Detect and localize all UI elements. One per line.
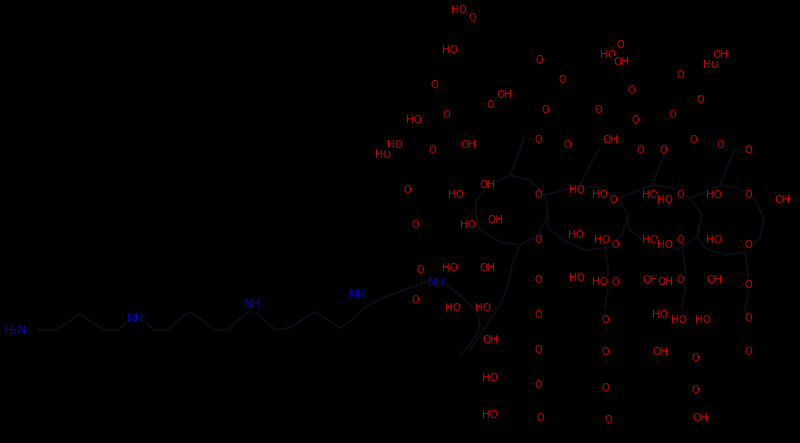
Text: O: O [442,110,450,120]
Text: O: O [534,275,542,285]
Text: O: O [558,75,566,85]
Text: HO: HO [671,315,687,325]
Text: HO: HO [387,140,403,150]
Text: O: O [486,100,494,110]
Text: HO: HO [642,235,658,245]
Text: O: O [604,415,612,425]
Text: O: O [668,110,676,120]
Text: O: O [611,277,619,287]
Text: OH: OH [642,275,658,285]
Text: O: O [534,190,542,200]
Text: OH: OH [652,347,668,357]
Text: O: O [411,220,419,230]
Text: HO: HO [475,303,491,313]
Text: OH: OH [460,140,476,150]
Text: O: O [428,145,436,155]
Text: HO: HO [600,50,616,60]
Text: HO: HO [592,190,608,200]
Text: O: O [411,295,419,305]
Text: HO: HO [569,185,585,195]
Text: OH: OH [692,413,708,423]
Text: HO: HO [706,190,722,200]
Text: O: O [744,313,752,323]
Text: O: O [611,240,619,250]
Text: O: O [403,185,411,195]
Text: O: O [601,315,609,325]
Text: OH: OH [657,277,673,287]
Text: HO: HO [442,45,458,55]
Text: O: O [691,385,699,395]
Text: O: O [563,140,571,150]
Text: HO: HO [406,115,422,125]
Text: NH: NH [428,276,446,288]
Text: HO: HO [642,190,658,200]
Text: O: O [430,80,438,90]
Text: HO: HO [442,263,458,273]
Text: HO: HO [569,273,585,283]
Text: O: O [659,145,667,155]
Text: O: O [534,135,542,145]
Text: HO: HO [657,240,673,250]
Text: O: O [689,135,697,145]
Text: HO: HO [451,5,467,15]
Text: O: O [676,235,684,245]
Text: HO: HO [652,310,668,320]
Text: O: O [601,383,609,393]
Text: HO: HO [594,235,610,245]
Text: O: O [601,347,609,357]
Text: O: O [744,145,752,155]
Text: O: O [744,190,752,200]
Text: HO: HO [706,235,722,245]
Text: HO: HO [703,60,719,70]
Text: HO: HO [568,230,584,240]
Text: O: O [631,115,639,125]
Text: O: O [744,347,752,357]
Text: HO: HO [592,277,608,287]
Text: O: O [534,345,542,355]
Text: H₂N: H₂N [4,323,28,337]
Text: O: O [416,265,424,275]
Text: O: O [636,145,644,155]
Text: HO: HO [657,195,673,205]
Text: O: O [627,85,635,95]
Text: NH: NH [127,311,145,325]
Text: HO: HO [695,315,711,325]
Text: HO: HO [375,150,391,160]
Text: OH: OH [479,180,495,190]
Text: O: O [744,280,752,290]
Text: O: O [676,190,684,200]
Text: OH: OH [496,90,512,100]
Text: OH: OH [774,195,790,205]
Text: NH: NH [244,299,262,311]
Text: OH: OH [482,335,498,345]
Text: OH: OH [712,50,728,60]
Text: O: O [691,353,699,363]
Text: O: O [676,70,684,80]
Text: HO: HO [460,220,476,230]
Text: O: O [716,140,724,150]
Text: OH: OH [613,57,629,67]
Text: O: O [696,95,704,105]
Text: O: O [744,240,752,250]
Text: O: O [535,55,543,65]
Text: HO: HO [445,303,461,313]
Text: HO: HO [482,410,498,420]
Text: O: O [534,380,542,390]
Text: O: O [534,235,542,245]
Text: NH: NH [350,288,366,302]
Text: OH: OH [487,215,503,225]
Text: HO: HO [448,190,464,200]
Text: O: O [536,413,544,423]
Text: HO: HO [482,373,498,383]
Text: OH: OH [706,275,722,285]
Text: O: O [616,40,624,50]
Text: OH: OH [479,263,495,273]
Text: O: O [676,275,684,285]
Text: O: O [534,310,542,320]
Text: OH: OH [602,135,618,145]
Text: O: O [609,195,617,205]
Text: O: O [468,13,476,23]
Text: O: O [541,105,549,115]
Text: O: O [594,105,602,115]
